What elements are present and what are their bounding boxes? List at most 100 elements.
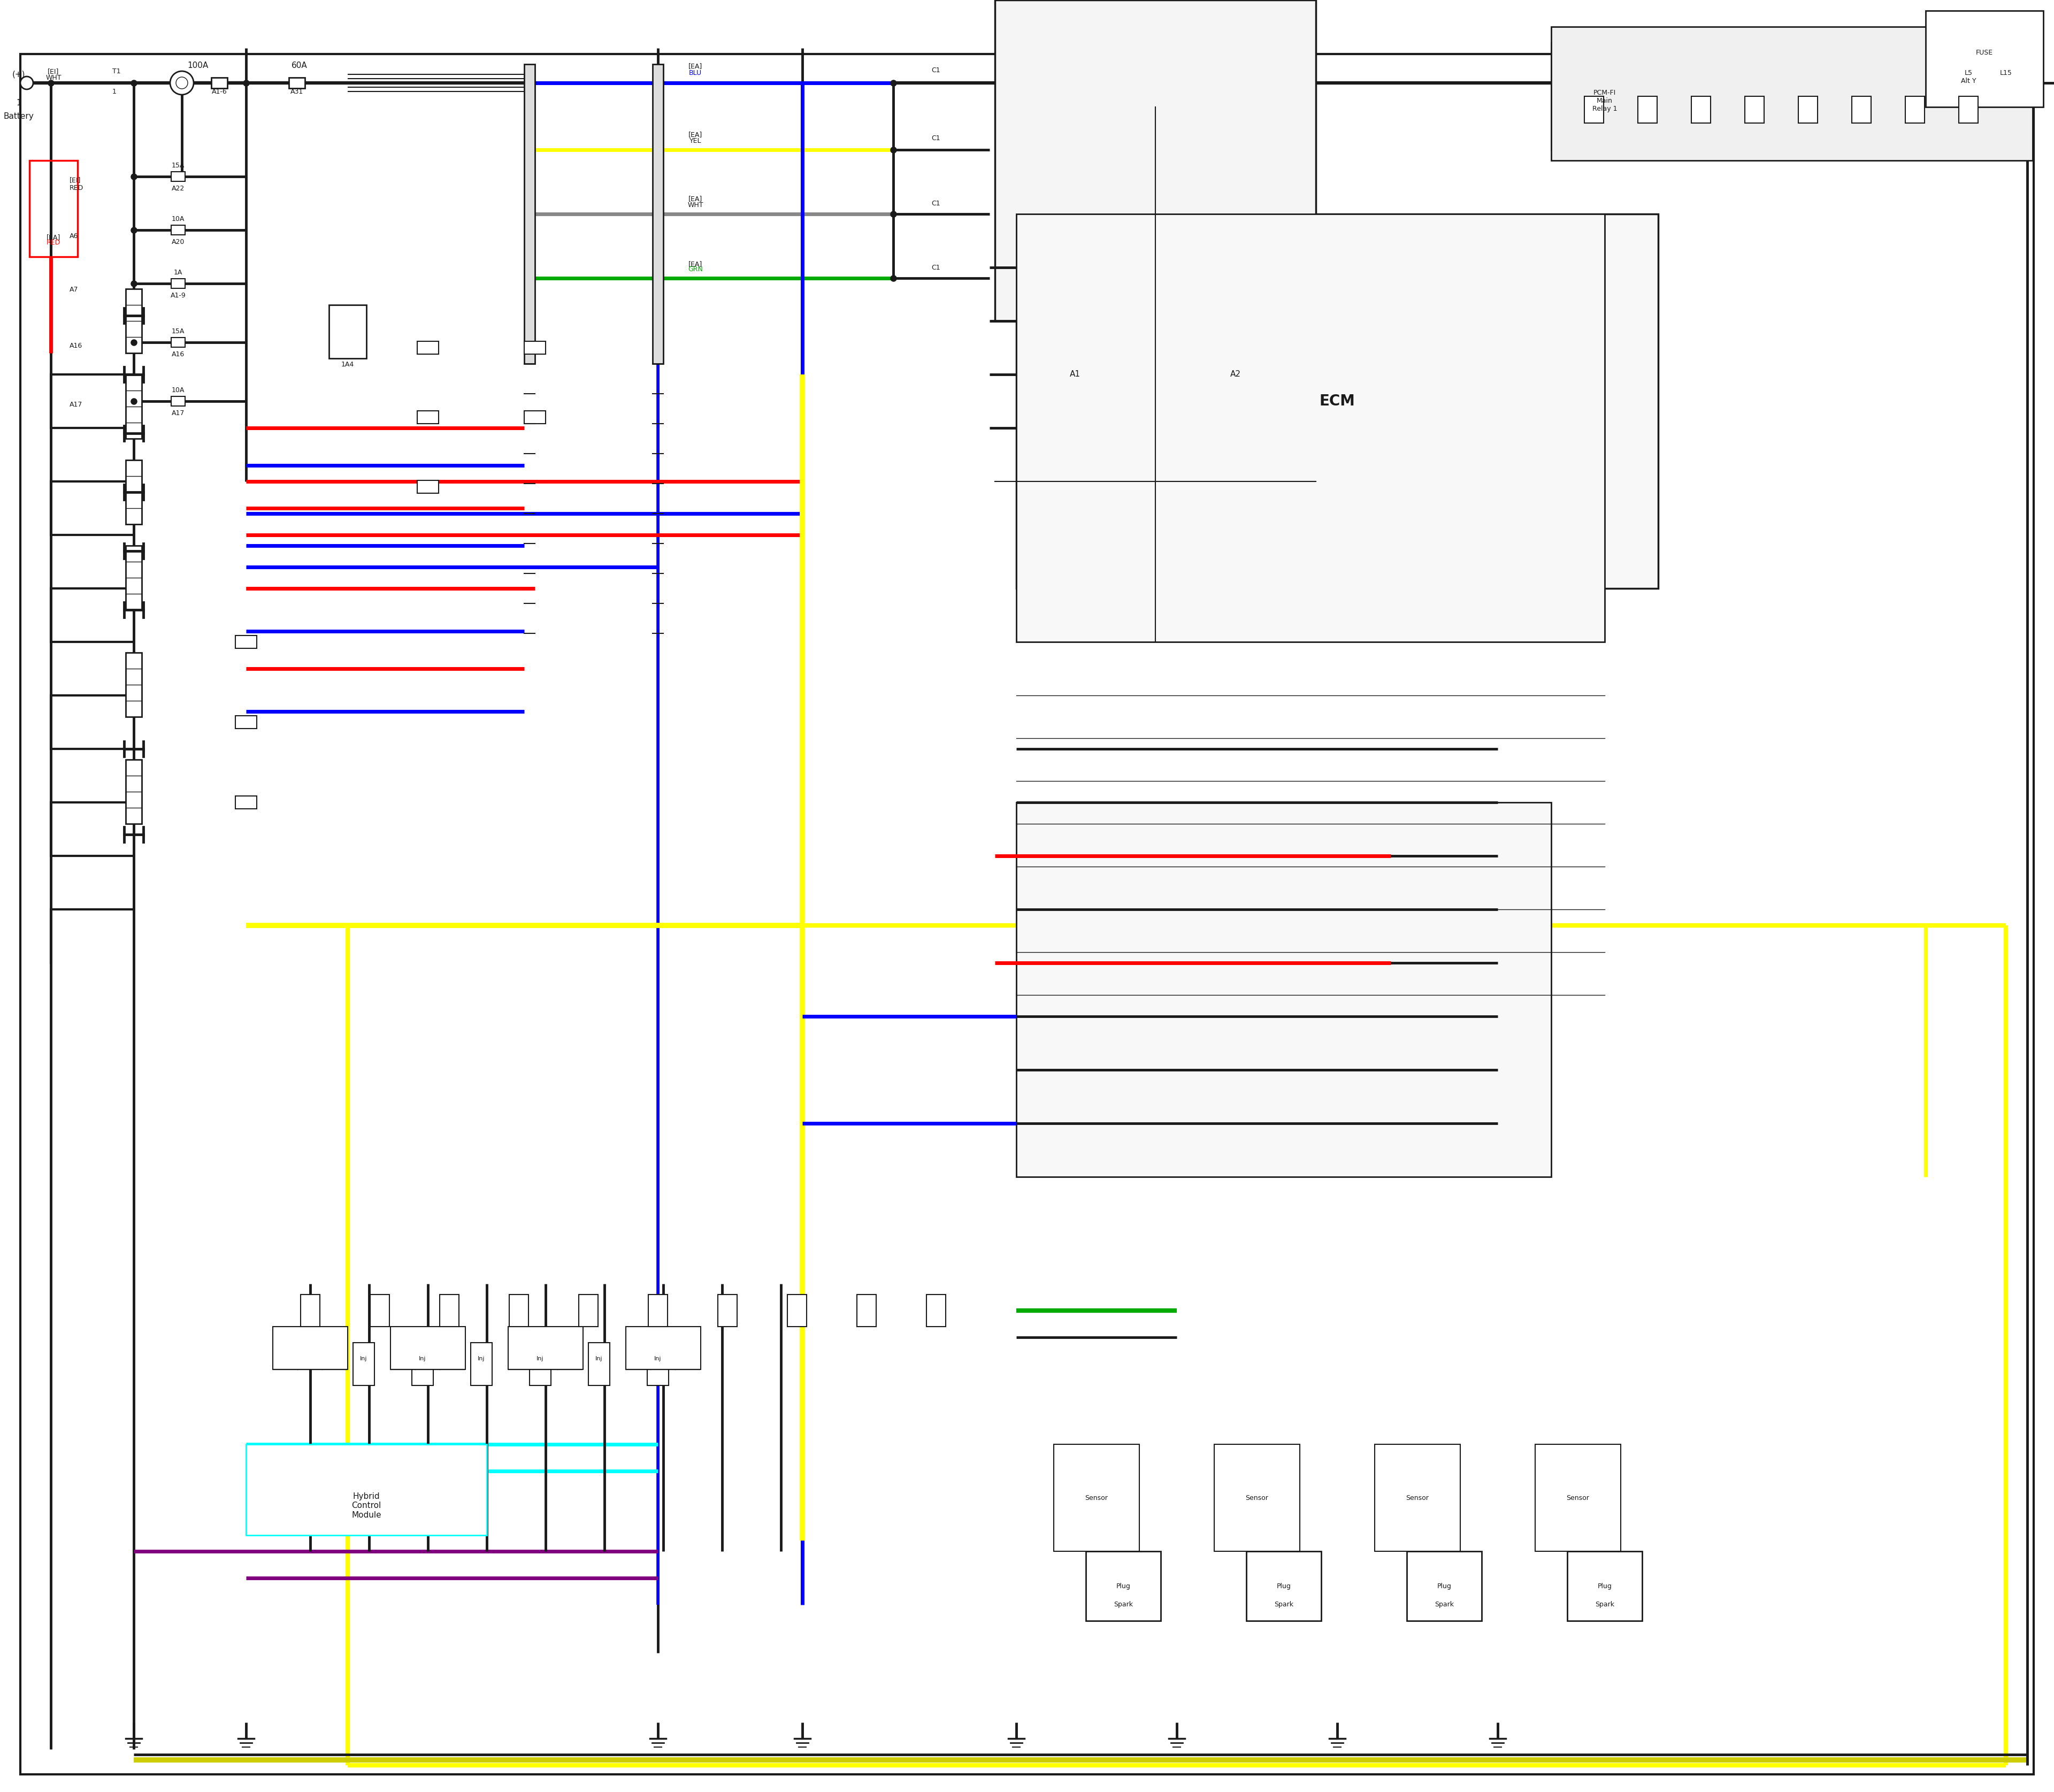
Text: A1-6: A1-6 [212,88,228,95]
Text: Inj: Inj [655,1357,661,1362]
Bar [125,289,142,353]
Text: Spark: Spark [1434,1602,1454,1607]
Bar [1799,97,1818,124]
Bar [236,636,257,649]
Text: Inj: Inj [536,1357,544,1362]
Circle shape [170,72,193,95]
Bar [1960,97,1978,124]
Bar [125,760,142,824]
Bar [170,396,185,407]
Text: A1-9: A1-9 [170,292,185,299]
Text: Sensor: Sensor [1085,1495,1107,1502]
Bar [717,1294,737,1326]
Text: [EA]: [EA] [688,63,702,70]
Text: RED: RED [47,238,60,246]
Bar [1906,97,1925,124]
Bar [417,340,440,355]
Text: C1: C1 [933,263,941,271]
Text: Inj: Inj [596,1357,602,1362]
Text: 15A: 15A [173,161,185,168]
Bar [170,226,185,235]
Text: 1A: 1A [175,269,183,276]
Text: A22: A22 [173,185,185,192]
Bar [273,1326,347,1369]
Bar [246,1444,487,1536]
Text: A6: A6 [70,233,78,240]
Bar [125,652,142,717]
Text: C1: C1 [933,201,941,208]
Text: [EA]: [EA] [688,195,702,202]
Bar [212,77,228,88]
Bar [524,340,546,355]
Bar [1087,1552,1161,1620]
Bar [470,1342,493,1385]
Text: A16: A16 [70,342,82,349]
Bar [29,161,78,256]
Text: 1A4: 1A4 [341,360,353,367]
Bar [1744,97,1764,124]
Bar [1214,1444,1300,1552]
Text: A20: A20 [173,238,185,246]
Text: YEL: YEL [690,138,700,145]
Bar [329,305,366,358]
Bar [1551,27,2033,161]
Bar [170,280,185,289]
Circle shape [177,77,187,90]
Text: Battery: Battery [4,113,35,120]
Bar [170,172,185,181]
Bar [626,1326,700,1369]
Text: A17: A17 [70,401,82,409]
Text: BLU: BLU [688,70,702,77]
Bar [926,1294,945,1326]
Text: Sensor: Sensor [1245,1495,1269,1502]
Bar [579,1294,598,1326]
Text: FUSE: FUSE [1976,48,1992,56]
Text: Inj: Inj [419,1357,425,1362]
Text: A7: A7 [70,287,78,294]
Text: Plug: Plug [1598,1582,1612,1590]
Bar [300,1294,320,1326]
Text: Inj: Inj [479,1357,485,1362]
Bar [125,375,142,439]
Bar [649,1294,668,1326]
Text: WHT: WHT [45,73,62,81]
Bar [787,1294,807,1326]
Text: Coil: Coil [341,335,353,340]
Bar [653,65,663,364]
Text: Spark: Spark [1113,1602,1134,1607]
Bar [290,77,304,88]
Text: [EI]
RED: [EI] RED [70,177,84,192]
Bar [524,410,546,423]
Bar [1017,213,1604,642]
Bar [507,1326,583,1369]
Text: Plug: Plug [1438,1582,1452,1590]
Text: C1: C1 [933,66,941,73]
Text: 15A: 15A [173,328,185,335]
Bar [1551,43,1658,151]
Bar [413,1342,433,1385]
Text: Inj: Inj [359,1357,368,1362]
Text: L15: L15 [2001,70,2013,77]
Text: Spark: Spark [1273,1602,1294,1607]
Text: C1: C1 [933,134,941,142]
Text: L5
Alt Y: L5 Alt Y [1962,70,1976,84]
Text: Plug: Plug [1278,1582,1290,1590]
Text: A2: A2 [1230,371,1241,378]
Bar [1247,1552,1321,1620]
Text: Hybrid
Control
Module: Hybrid Control Module [351,1493,382,1520]
Text: (+): (+) [12,70,25,79]
Text: T1: T1 [113,68,121,75]
Text: 1: 1 [113,88,117,95]
Bar [353,1342,374,1385]
Text: 10A: 10A [173,387,185,394]
Bar [1637,97,1658,124]
Text: 1: 1 [16,99,21,108]
Bar [857,1294,877,1326]
Bar [236,715,257,729]
Bar [524,65,534,364]
Text: Sensor: Sensor [1407,1495,1430,1502]
Bar [440,1294,458,1326]
Bar [1853,97,1871,124]
Bar [390,1326,466,1369]
Text: WHT: WHT [688,202,702,208]
